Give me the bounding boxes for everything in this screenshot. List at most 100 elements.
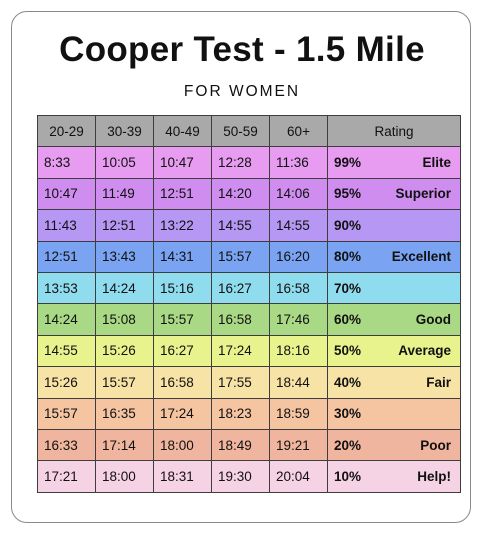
table-row: 13:53 14:24 15:16 16:27 16:58 70% bbox=[37, 271, 461, 305]
time-cell: 15:26 bbox=[37, 366, 96, 399]
rating-label: Poor bbox=[420, 437, 451, 453]
time-cell: 14:24 bbox=[95, 271, 154, 305]
time-cell: 17:46 bbox=[269, 303, 328, 336]
time-cell: 18:44 bbox=[269, 366, 328, 399]
time-cell: 15:16 bbox=[153, 271, 212, 305]
time-cell: 14:06 bbox=[269, 177, 328, 211]
rating-cell: 70% bbox=[327, 271, 461, 305]
rating-label: Elite bbox=[422, 155, 451, 171]
rating-label: Good bbox=[415, 312, 451, 328]
rating-percent: 60% bbox=[334, 312, 362, 328]
header-rating: Rating bbox=[327, 114, 461, 148]
rating-cell: 30% bbox=[327, 397, 461, 430]
cooper-table: 20-29 30-39 40-49 50-59 60+ Rating 8:33 1… bbox=[37, 114, 461, 493]
rating-percent: 10% bbox=[334, 468, 362, 484]
rating-percent: 70% bbox=[334, 280, 362, 296]
header-row: 20-29 30-39 40-49 50-59 60+ Rating bbox=[37, 114, 461, 148]
page-subtitle: FOR WOMEN bbox=[183, 83, 301, 100]
table-row: 14:24 15:08 15:57 16:58 17:46 60% Good bbox=[37, 303, 461, 336]
time-cell: 17:14 bbox=[95, 428, 154, 462]
time-cell: 10:05 bbox=[95, 146, 154, 179]
time-cell: 16:33 bbox=[37, 428, 96, 462]
time-cell: 11:49 bbox=[95, 177, 154, 211]
rating-label: Help! bbox=[417, 468, 451, 484]
time-cell: 16:20 bbox=[269, 240, 328, 273]
rating-label: Fair bbox=[426, 374, 451, 390]
header-age-50-59: 50-59 bbox=[211, 114, 270, 148]
time-cell: 19:30 bbox=[211, 460, 270, 493]
header-age-60-plus: 60+ bbox=[269, 114, 328, 148]
table-row: 11:43 12:51 13:22 14:55 14:55 90% bbox=[37, 209, 461, 242]
rating-cell: 20% Poor bbox=[327, 428, 461, 462]
time-cell: 14:20 bbox=[211, 177, 270, 211]
header-age-30-39: 30-39 bbox=[95, 114, 154, 148]
table-row: 12:51 13:43 14:31 15:57 16:20 80% Excellent bbox=[37, 240, 461, 273]
rating-percent: 90% bbox=[334, 217, 362, 233]
rating-percent: 95% bbox=[334, 186, 362, 202]
rating-cell: 60% Good bbox=[327, 303, 461, 336]
table-row: 15:57 16:35 17:24 18:23 18:59 30% bbox=[37, 397, 461, 430]
header-age-40-49: 40-49 bbox=[153, 114, 212, 148]
time-cell: 14:24 bbox=[37, 303, 96, 336]
time-cell: 17:24 bbox=[153, 397, 212, 430]
time-cell: 11:43 bbox=[37, 209, 96, 242]
time-cell: 18:31 bbox=[153, 460, 212, 493]
time-cell: 18:00 bbox=[95, 460, 154, 493]
time-cell: 12:51 bbox=[95, 209, 154, 242]
rating-percent: 99% bbox=[334, 155, 362, 171]
time-cell: 18:16 bbox=[269, 334, 328, 368]
rating-cell: 95% Superior bbox=[327, 177, 461, 211]
time-cell: 18:59 bbox=[269, 397, 328, 430]
time-cell: 12:51 bbox=[37, 240, 96, 273]
time-cell: 19:21 bbox=[269, 428, 328, 462]
time-cell: 16:58 bbox=[211, 303, 270, 336]
time-cell: 16:27 bbox=[153, 334, 212, 368]
rating-percent: 20% bbox=[334, 437, 362, 453]
header-age-20-29: 20-29 bbox=[37, 114, 96, 148]
rating-cell: 90% bbox=[327, 209, 461, 242]
time-cell: 14:55 bbox=[37, 334, 96, 368]
time-cell: 13:22 bbox=[153, 209, 212, 242]
time-cell: 8:33 bbox=[37, 146, 96, 179]
time-cell: 12:51 bbox=[153, 177, 212, 211]
time-cell: 18:23 bbox=[211, 397, 270, 430]
time-cell: 12:28 bbox=[211, 146, 270, 179]
time-cell: 13:43 bbox=[95, 240, 154, 273]
table-row: 15:26 15:57 16:58 17:55 18:44 40% Fair bbox=[37, 366, 461, 399]
rating-cell: 80% Excellent bbox=[327, 240, 461, 273]
time-cell: 16:58 bbox=[269, 271, 328, 305]
time-cell: 16:58 bbox=[153, 366, 212, 399]
table-row: 16:33 17:14 18:00 18:49 19:21 20% Poor bbox=[37, 428, 461, 462]
time-cell: 17:24 bbox=[211, 334, 270, 368]
rating-label: Superior bbox=[395, 186, 451, 202]
rating-percent: 80% bbox=[334, 249, 362, 265]
time-cell: 15:57 bbox=[95, 366, 154, 399]
time-cell: 18:00 bbox=[153, 428, 212, 462]
rating-percent: 40% bbox=[334, 374, 362, 390]
table-row: 14:55 15:26 16:27 17:24 18:16 50% Average bbox=[37, 334, 461, 368]
time-cell: 15:08 bbox=[95, 303, 154, 336]
time-cell: 15:57 bbox=[211, 240, 270, 273]
time-cell: 15:57 bbox=[153, 303, 212, 336]
time-cell: 15:57 bbox=[37, 397, 96, 430]
time-cell: 14:55 bbox=[269, 209, 328, 242]
rating-label: Excellent bbox=[391, 249, 451, 265]
rating-cell: 50% Average bbox=[327, 334, 461, 368]
time-cell: 14:55 bbox=[211, 209, 270, 242]
time-cell: 20:04 bbox=[269, 460, 328, 493]
page-title: Cooper Test - 1.5 Mile bbox=[59, 30, 425, 69]
table-row: 8:33 10:05 10:47 12:28 11:36 99% Elite bbox=[37, 146, 461, 179]
time-cell: 18:49 bbox=[211, 428, 270, 462]
rating-cell: 40% Fair bbox=[327, 366, 461, 399]
time-cell: 16:27 bbox=[211, 271, 270, 305]
time-cell: 14:31 bbox=[153, 240, 212, 273]
table-row: 10:47 11:49 12:51 14:20 14:06 95% Superior bbox=[37, 177, 461, 211]
rating-percent: 50% bbox=[334, 343, 362, 359]
rating-percent: 30% bbox=[334, 406, 362, 422]
time-cell: 16:35 bbox=[95, 397, 154, 430]
time-cell: 15:26 bbox=[95, 334, 154, 368]
rating-cell: 10% Help! bbox=[327, 460, 461, 493]
time-cell: 10:47 bbox=[37, 177, 96, 211]
table-row: 17:21 18:00 18:31 19:30 20:04 10% Help! bbox=[37, 460, 461, 493]
time-cell: 17:21 bbox=[37, 460, 96, 493]
